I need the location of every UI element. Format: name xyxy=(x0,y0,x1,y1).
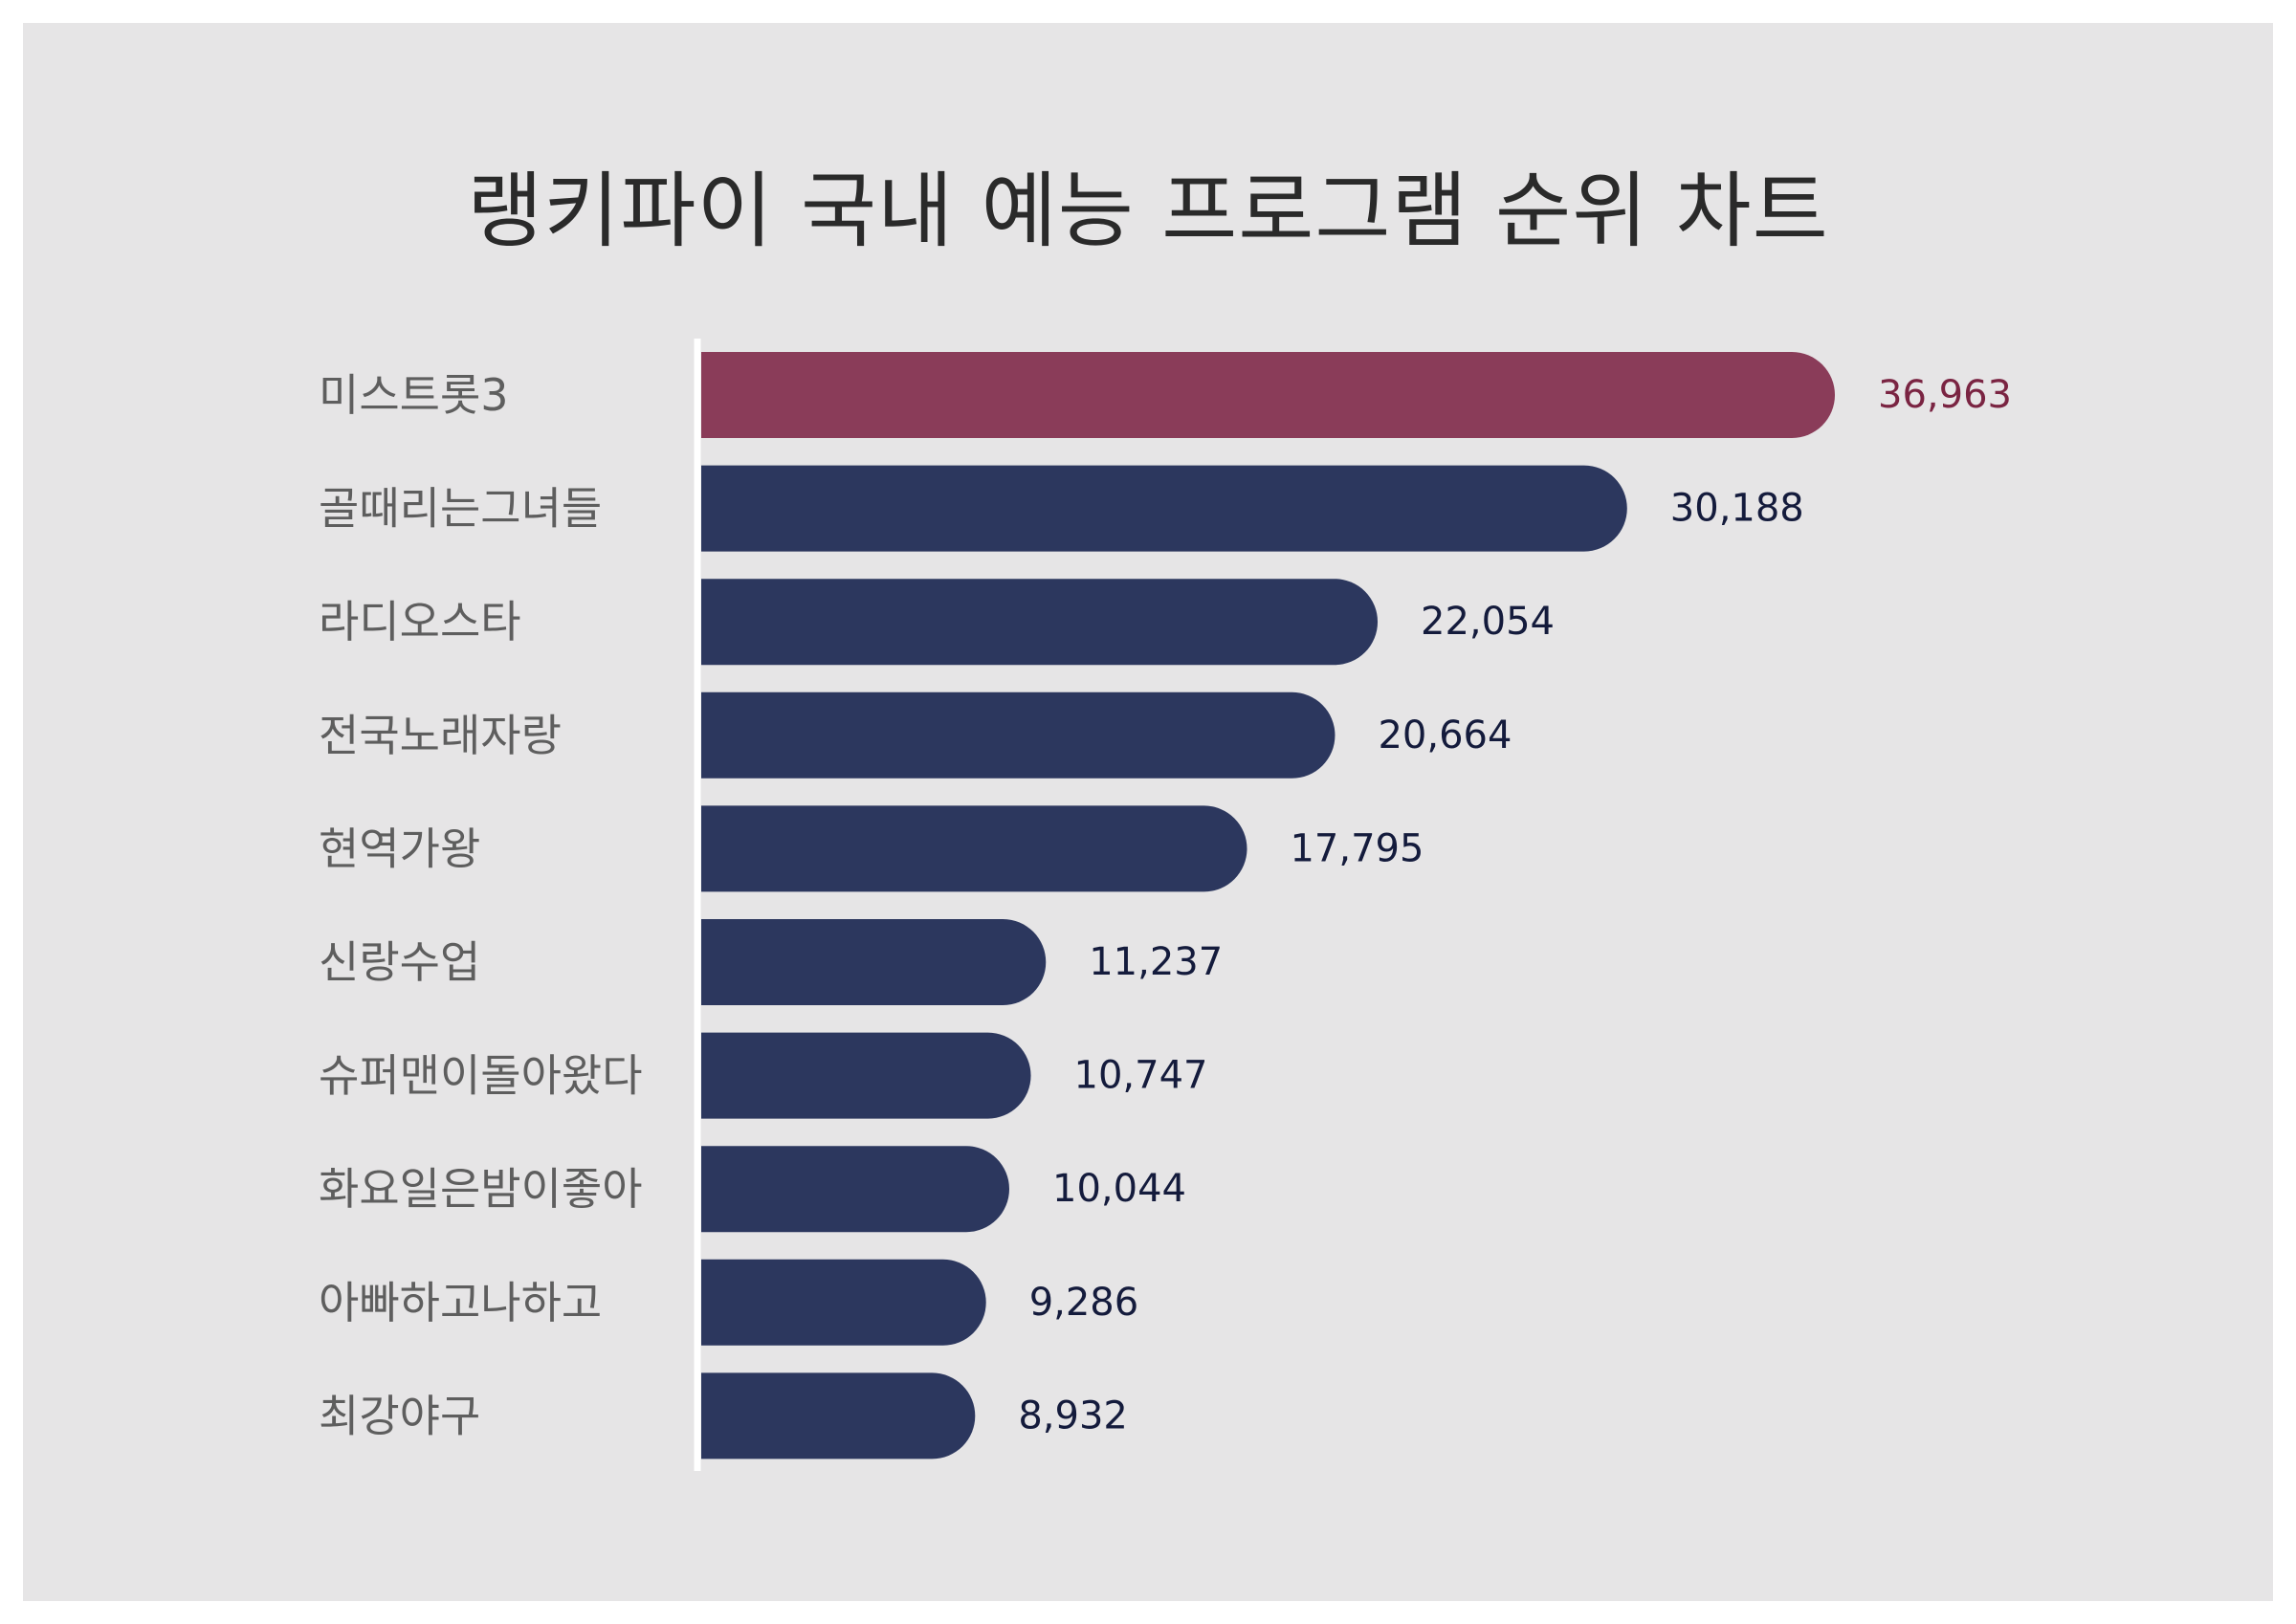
category-label-10: 최강야구 xyxy=(319,1390,480,1441)
bars-layer xyxy=(701,352,1835,1459)
value-label-6: 11,237 xyxy=(1089,940,1223,984)
bar-6 xyxy=(701,919,1047,1005)
bar-3 xyxy=(701,579,1379,666)
bar-10 xyxy=(701,1372,976,1459)
bar-1 xyxy=(701,352,1835,438)
value-label-3: 22,054 xyxy=(1421,600,1555,644)
labels-layer: 미스트롯3 36,963 골때리는그녀들 30,188 라디오스타 22,054 전국노래자… xyxy=(319,369,2012,1441)
category-label-1: 미스트롯3 xyxy=(319,369,509,421)
chart-title: 랭키파이 국내 예능 프로그램 순위 차트 xyxy=(467,164,1829,259)
category-label-2: 골때리는그녀들 xyxy=(319,483,602,535)
bar-9 xyxy=(701,1259,986,1346)
value-label-1: 36,963 xyxy=(1878,373,2012,417)
value-label-9: 9,286 xyxy=(1029,1281,1139,1325)
category-label-9: 아빠하고나하고 xyxy=(319,1277,602,1328)
bar-8 xyxy=(701,1146,1010,1233)
value-label-4: 20,664 xyxy=(1378,713,1512,757)
category-label-7: 슈퍼맨이돌아왔다 xyxy=(319,1050,643,1102)
value-label-8: 10,044 xyxy=(1052,1167,1186,1211)
bar-7 xyxy=(701,1032,1031,1119)
value-label-7: 10,747 xyxy=(1074,1054,1208,1098)
value-label-10: 8,932 xyxy=(1018,1394,1128,1437)
category-label-5: 현역가왕 xyxy=(319,823,480,874)
value-label-2: 30,188 xyxy=(1670,487,1804,531)
bar-2 xyxy=(701,465,1627,552)
category-label-6: 신랑수업 xyxy=(319,936,480,988)
bar-5 xyxy=(701,805,1247,892)
category-label-8: 화요일은밤이좋아 xyxy=(319,1163,643,1215)
value-label-5: 17,795 xyxy=(1290,826,1424,870)
bar-4 xyxy=(701,691,1336,779)
category-label-4: 전국노래자랑 xyxy=(319,710,562,761)
category-label-3: 라디오스타 xyxy=(319,596,521,647)
